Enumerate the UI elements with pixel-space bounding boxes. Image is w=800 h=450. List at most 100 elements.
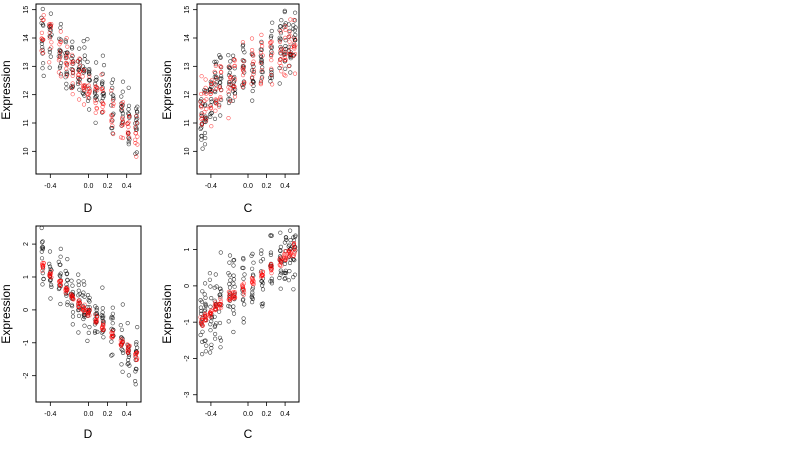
data-point (226, 297, 231, 302)
data-point (288, 17, 293, 22)
data-point (199, 116, 204, 121)
data-point (119, 108, 125, 114)
data-point (217, 335, 223, 340)
data-point (283, 276, 288, 281)
data-point (126, 103, 132, 108)
data-point (213, 331, 218, 337)
data-point (226, 271, 231, 276)
data-point (95, 329, 100, 335)
data-point (203, 115, 208, 120)
data-point (230, 98, 236, 103)
data-point (228, 278, 233, 283)
data-point (58, 254, 63, 259)
series-black (198, 228, 298, 357)
data-point (70, 67, 75, 73)
data-point (228, 76, 233, 81)
data-point (77, 80, 82, 85)
data-point (81, 102, 87, 107)
data-point (119, 94, 124, 99)
data-point (85, 95, 91, 100)
data-point (259, 76, 264, 81)
data-point (64, 81, 69, 86)
series-red (39, 13, 140, 159)
data-point (47, 272, 52, 277)
data-point (109, 80, 114, 85)
data-point (231, 53, 236, 58)
x-tick-label: -0.4 (44, 183, 56, 190)
data-point (125, 129, 130, 134)
data-point (292, 246, 297, 251)
data-point (208, 284, 213, 289)
data-point (99, 99, 104, 104)
data-point (125, 131, 130, 136)
data-point (48, 282, 54, 288)
data-point (232, 66, 237, 71)
y-tick-label: 15 (184, 6, 191, 14)
data-point (277, 39, 283, 45)
chart-panel-1: -0.4 0.0 0.2 0.4 10 11 12 13 14 15 D Expression (0, 3, 142, 215)
data-point (87, 74, 92, 79)
data-point (110, 131, 115, 136)
data-point (58, 262, 63, 267)
data-point (242, 272, 247, 277)
data-point (93, 98, 98, 103)
data-point (283, 271, 289, 276)
data-point (287, 29, 292, 35)
data-point (80, 64, 85, 69)
data-point (293, 10, 298, 15)
data-point (48, 25, 53, 30)
data-point (242, 70, 247, 75)
data-point (133, 137, 138, 142)
data-point (208, 91, 213, 97)
data-point (251, 282, 256, 287)
data-point (82, 302, 87, 307)
y-tick-label: 1 (23, 275, 30, 279)
data-point (279, 46, 284, 51)
data-point (64, 55, 69, 60)
data-point (250, 51, 255, 56)
data-point (81, 85, 86, 91)
data-point (48, 266, 53, 272)
data-point (277, 81, 282, 86)
x-tick-label: 0.0 (84, 411, 94, 418)
data-point (226, 92, 231, 97)
y-tick-label: 1 (184, 248, 191, 252)
data-point (99, 330, 104, 335)
data-point (100, 315, 106, 320)
data-point (286, 22, 292, 27)
data-point (228, 79, 233, 85)
data-point (47, 36, 52, 41)
data-point (214, 76, 219, 81)
data-point (101, 314, 106, 319)
data-point (218, 96, 223, 101)
data-point (199, 112, 204, 117)
data-point (269, 262, 274, 267)
data-point (109, 113, 115, 118)
data-point (212, 116, 218, 121)
data-point (70, 310, 76, 315)
y-tick-label: -3 (184, 392, 191, 398)
data-point (70, 293, 75, 298)
data-point (217, 53, 222, 58)
data-point (259, 32, 264, 38)
data-point (93, 100, 98, 106)
data-point (231, 304, 236, 309)
data-point (291, 253, 297, 258)
y-tick-label: 13 (184, 62, 191, 70)
data-point (231, 281, 236, 286)
data-point (258, 79, 264, 84)
data-point (241, 68, 246, 73)
data-point (77, 69, 82, 74)
data-point (228, 74, 233, 79)
data-point (100, 318, 105, 323)
data-point (231, 308, 236, 313)
data-point (77, 46, 82, 51)
data-point (86, 92, 91, 97)
data-point (69, 52, 74, 57)
data-point (214, 321, 219, 326)
data-point (69, 44, 74, 50)
data-point (118, 342, 123, 347)
data-point (259, 279, 264, 284)
data-point (101, 62, 107, 68)
data-point (111, 131, 116, 137)
